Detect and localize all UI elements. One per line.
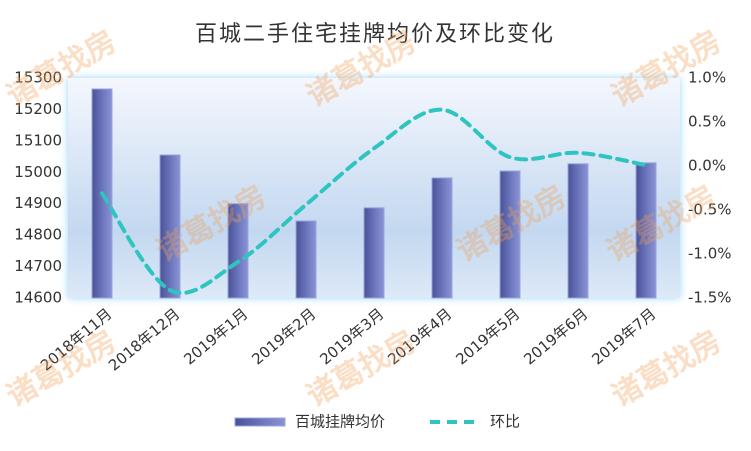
y2-tick-label: -1.0%	[688, 245, 732, 263]
bar	[635, 162, 657, 299]
y-tick-label: 14700	[14, 257, 62, 275]
x-tick-label: 2018年12月	[105, 305, 183, 375]
legend-label: 环比	[490, 413, 520, 431]
chart-title: 百城二手住宅挂牌均价及环比变化	[195, 22, 555, 47]
bar	[567, 163, 589, 299]
y2-tick-label: 0.5%	[688, 113, 726, 131]
bar	[295, 220, 317, 299]
y-tick-label: 14800	[14, 226, 62, 244]
x-tick-label: 2019年2月	[248, 305, 319, 369]
x-tick-label: 2019年5月	[452, 305, 523, 369]
y-tick-label: 15200	[14, 100, 62, 118]
bar	[227, 203, 249, 299]
watermark: 诸葛找房	[1, 324, 122, 414]
y2-tick-label: -0.5%	[688, 201, 732, 219]
legend-swatch	[234, 417, 286, 427]
bar	[499, 170, 521, 299]
y-tick-label: 15100	[14, 131, 62, 149]
y2-tick-label: 1.0%	[688, 69, 726, 87]
x-tick-label: 2019年6月	[520, 305, 591, 369]
y2-tick-label: 0.0%	[688, 157, 726, 175]
y-tick-label: 15000	[14, 163, 62, 181]
line	[100, 107, 648, 295]
bar	[431, 177, 453, 299]
legend-label: 百城挂牌均价	[295, 413, 385, 431]
y-tick-label: 15300	[14, 69, 62, 87]
bar	[363, 207, 385, 299]
x-tick-label: 2019年1月	[180, 305, 251, 369]
bar	[159, 154, 181, 299]
y-tick-label: 14600	[14, 289, 62, 307]
y2-tick-label: -1.5%	[688, 289, 732, 307]
y-tick-label: 14900	[14, 194, 62, 212]
